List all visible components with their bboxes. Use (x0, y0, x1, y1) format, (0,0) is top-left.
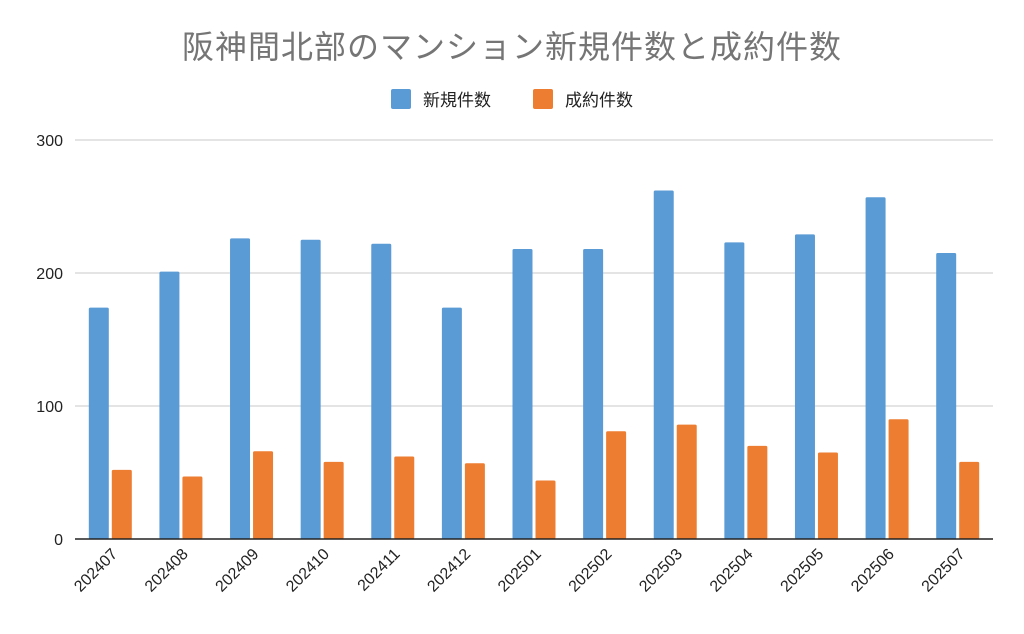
x-tick-label: 202505 (778, 546, 828, 596)
x-tick-label: 202408 (142, 546, 192, 596)
chart-title: 阪神間北部のマンション新規件数と成約件数 (181, 28, 842, 66)
bar-new-listings-202504 (724, 242, 745, 539)
legend-swatch-contracts (533, 88, 553, 109)
bar-new-listings-202503 (653, 190, 674, 540)
bar-new-listings-202407 (88, 307, 109, 539)
y-tick-label: 200 (36, 266, 63, 283)
bar-new-listings-202411 (371, 243, 392, 540)
legend-swatch-new-listings (391, 88, 411, 109)
x-tick-label: 202502 (566, 546, 616, 596)
bar-new-listings-202505 (794, 234, 815, 539)
bar-contracts-202409 (253, 451, 274, 539)
bar-new-listings-202502 (583, 249, 604, 539)
legend-label-new-listings: 新規件数 (423, 91, 491, 111)
y-tick-label: 0 (54, 532, 63, 549)
x-tick-label: 202503 (636, 546, 686, 596)
bar-contracts-202505 (817, 452, 838, 539)
legend: 新規件数 成約件数 (0, 86, 1024, 111)
x-tick-label: 202409 (213, 546, 263, 596)
bar-contracts-202506 (888, 419, 909, 539)
y-tick-label: 100 (36, 399, 63, 416)
bar-contracts-202504 (747, 445, 768, 539)
bar-new-listings-202412 (441, 307, 462, 539)
x-tick-label: 202411 (355, 546, 404, 595)
legend-item-contracts: 成約件数 (533, 86, 633, 111)
bar-contracts-202408 (182, 476, 203, 539)
x-tick-label: 202506 (848, 546, 898, 596)
x-tick-label: 202412 (424, 546, 474, 596)
bar-contracts-202502 (606, 431, 627, 539)
bar-new-listings-202410 (300, 239, 321, 539)
bar-contracts-202411 (394, 456, 415, 539)
x-tick-label: 202504 (707, 546, 757, 596)
bar-new-listings-202409 (230, 238, 251, 540)
bar-contracts-202410 (323, 461, 344, 539)
bar-contracts-202507 (959, 461, 980, 539)
x-tick-label: 202410 (283, 546, 333, 596)
x-tick-label: 202501 (495, 546, 545, 596)
bar-new-listings-202408 (159, 271, 180, 539)
bar-contracts-202412 (464, 463, 485, 539)
legend-label-contracts: 成約件数 (565, 91, 633, 111)
bar-new-listings-202507 (936, 253, 957, 540)
bar-contracts-202501 (535, 480, 556, 539)
bar-new-listings-202506 (865, 197, 886, 539)
x-tick-label: 202407 (71, 546, 121, 596)
bar-new-listings-202501 (512, 249, 533, 539)
x-tick-label: 202507 (919, 546, 969, 596)
legend-item-new-listings: 新規件数 (391, 86, 491, 111)
bar-contracts-202407 (111, 469, 132, 539)
y-tick-label: 300 (36, 133, 63, 150)
bar-contracts-202503 (676, 424, 697, 539)
